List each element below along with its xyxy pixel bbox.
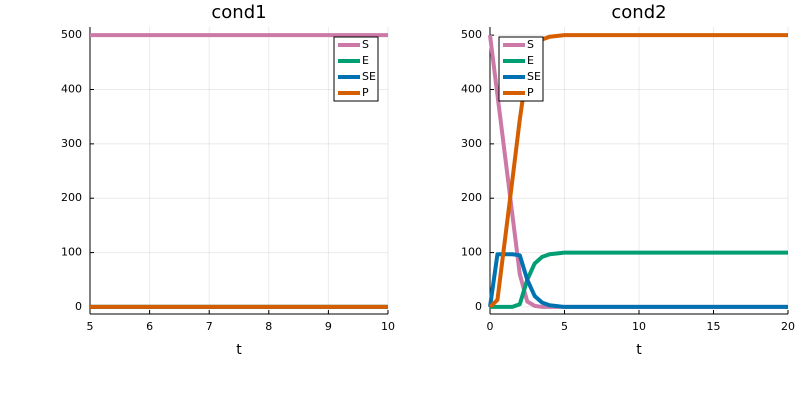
x-tick-label: 10 — [632, 320, 646, 333]
x-tick-label: 0 — [487, 320, 494, 333]
series-line — [488, 252, 788, 309]
legend-box — [498, 36, 544, 102]
y-tick-label: 0 — [475, 300, 482, 313]
legend-label: S — [362, 38, 369, 51]
chart-title: cond1 — [211, 2, 266, 23]
x-tick-label: 9 — [325, 320, 332, 333]
x-tick-label: 7 — [206, 320, 213, 333]
legend-label: P — [362, 86, 369, 99]
legend-label: E — [527, 54, 534, 67]
series-line — [490, 250, 788, 309]
legend-label: SE — [362, 70, 376, 83]
x-tick-label: 10 — [381, 320, 395, 333]
y-tick-label: 300 — [461, 137, 482, 150]
x-tick-label: 15 — [707, 320, 721, 333]
y-tick-label: 300 — [61, 137, 82, 150]
x-tick-label: 8 — [265, 320, 272, 333]
x-tick-label: 6 — [146, 320, 153, 333]
y-tick-label: 200 — [61, 191, 82, 204]
legend-box — [333, 36, 379, 102]
y-tick-label: 100 — [61, 246, 82, 259]
y-tick-label: 100 — [461, 246, 482, 259]
x-tick-label: 20 — [781, 320, 795, 333]
legend-label: S — [527, 38, 534, 51]
x-tick-label: 5 — [87, 320, 94, 333]
y-tick-label: 500 — [61, 28, 82, 41]
y-tick-label: 0 — [75, 300, 82, 313]
chart-title: cond2 — [611, 2, 666, 23]
legend-label: SE — [527, 70, 541, 83]
legend-label: E — [362, 54, 369, 67]
y-tick-label: 400 — [61, 83, 82, 96]
y-tick-label: 200 — [461, 191, 482, 204]
legend-label: P — [527, 86, 534, 99]
y-tick-label: 500 — [461, 28, 482, 41]
y-tick-label: 400 — [461, 83, 482, 96]
x-tick-label: 5 — [561, 320, 568, 333]
x-axis-label: t — [636, 342, 642, 358]
x-axis-label: t — [236, 342, 242, 358]
